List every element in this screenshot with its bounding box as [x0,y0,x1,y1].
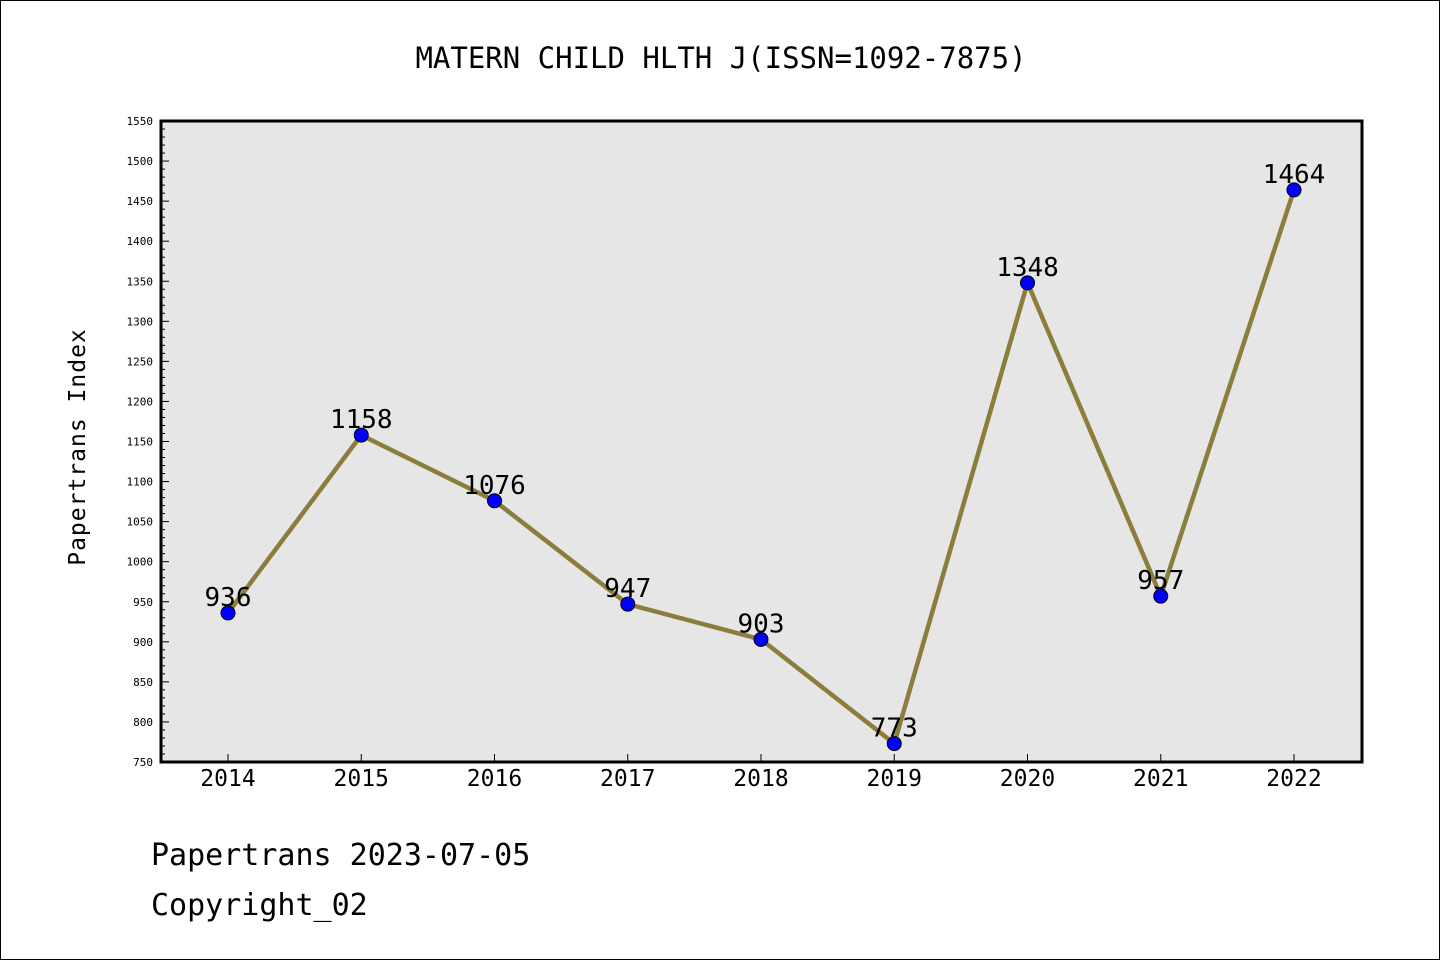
x-tick-label: 2018 [733,766,788,792]
y-tick-label: 750 [133,756,153,769]
y-tick-label: 1150 [127,436,154,449]
x-tick-label: 2021 [1133,766,1188,792]
y-tick-label: 1400 [127,235,154,248]
y-axis: 750 800 850 900 950 1000 1050 1100 1150 1200 1250 1… [127,115,169,769]
y-tick-label: 850 [133,676,153,689]
y-tick-label: 1550 [127,115,154,128]
data-point-marker [886,736,902,752]
x-tick-label: 2022 [1266,766,1321,792]
y-tick-label: 1000 [127,556,154,569]
data-point-marker [620,596,636,612]
y-tick-label: 1250 [127,355,154,368]
data-value-label: 903 [738,609,785,639]
data-point-marker [1153,588,1169,604]
y-tick-label: 1200 [127,395,154,408]
data-value-label: 1464 [1263,160,1326,190]
y-tick-label: 800 [133,716,153,729]
x-tick-label: 2015 [334,766,389,792]
data-markers [220,182,1302,752]
y-tick-label: 1050 [127,516,154,529]
data-value-label: 1348 [996,253,1059,283]
footer-date: Papertrans 2023-07-05 [151,838,530,873]
x-tick-label: 2020 [1000,766,1055,792]
chart-title: MATERN CHILD HLTH J(ISSN=1092-7875) [415,41,1026,75]
data-value-label: 1076 [463,471,526,501]
plot-area [159,119,1364,764]
data-value-label: 957 [1137,566,1184,596]
x-axis: 2014 2015 2016 2017 2018 2019 2020 2021 2022 [200,754,1322,792]
y-tick-label: 1300 [127,315,154,328]
y-tick-label: 950 [133,596,153,609]
y-axis-label: Papertrans Index [65,328,91,566]
x-tick-label: 2017 [600,766,655,792]
data-point-marker [753,631,769,647]
data-value-label: 1158 [330,405,393,435]
x-tick-label: 2019 [867,766,922,792]
data-point-marker [353,427,369,443]
data-labels: 936 1158 1076 947 903 773 1348 957 1464 [205,160,1326,744]
data-point-marker [1020,275,1035,291]
data-point-marker [220,605,236,621]
y-tick-label: 1450 [127,195,154,208]
x-tick-label: 2016 [467,766,522,792]
data-value-label: 936 [205,583,252,613]
x-tick-label: 2014 [200,766,255,792]
y-tick-label: 1350 [127,275,154,288]
y-tick-label: 1100 [127,476,154,489]
y-tick-label: 1500 [127,155,154,168]
footer-copyright: Copyright_02 [151,888,368,923]
data-value-label: 947 [604,574,651,604]
data-point-marker [487,493,502,509]
y-tick-label: 900 [133,636,153,649]
data-point-marker [1286,182,1302,198]
data-value-label: 773 [871,714,918,744]
